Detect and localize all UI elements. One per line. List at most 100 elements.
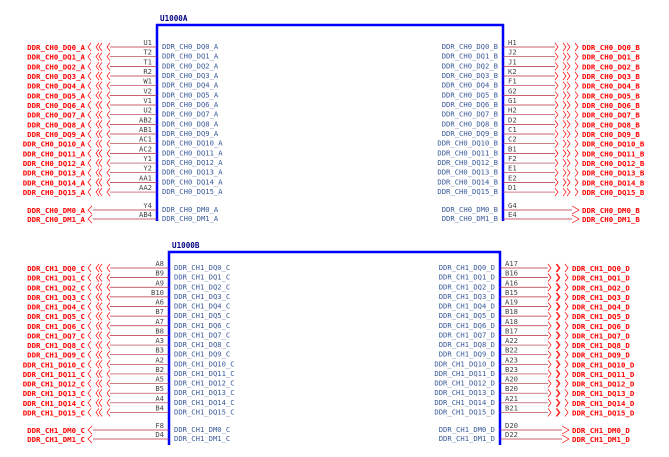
net-label[interactable]: DDR_CH0_DQ5_B xyxy=(582,91,640,100)
net-label[interactable]: DDR_CH0_DQ8_B xyxy=(582,120,640,129)
net-label[interactable]: DDR_CH1_DM1_D xyxy=(572,435,630,444)
net-label[interactable]: DDR_CH0_DQ6_B xyxy=(582,101,640,110)
net-label[interactable]: DDR_CH1_DM0_C xyxy=(27,426,85,435)
pin-number: A9 xyxy=(155,278,164,287)
net-label[interactable]: DDR_CH0_DQ9_A xyxy=(27,130,85,139)
net-label[interactable]: DDR_CH0_DQ9_B xyxy=(582,130,640,139)
off-page-connector-icon xyxy=(98,388,111,398)
pin-name: DDR_CH0_DQ13_B xyxy=(437,168,498,177)
net-label[interactable]: DDR_CH0_DQ15_A xyxy=(23,188,86,197)
net-label[interactable]: DDR_CH0_DM1_A xyxy=(27,215,85,224)
net-label[interactable]: DDR_CH0_DQ8_A xyxy=(27,120,85,129)
net-label[interactable]: DDR_CH1_DQ4_C xyxy=(27,303,85,312)
net-label[interactable]: DDR_CH0_DQ2_B xyxy=(582,62,640,71)
net-label[interactable]: DDR_CH1_DQ10_C xyxy=(23,360,85,369)
off-page-connector-icon xyxy=(87,178,100,187)
net-label[interactable]: DDR_CH1_DQ3_D xyxy=(572,293,630,302)
net-label[interactable]: DDR_CH0_DQ14_A xyxy=(23,178,86,187)
off-page-connector-icon xyxy=(87,149,100,158)
pin-name: DDR_CH0_DQ7_B xyxy=(442,110,498,119)
net-label[interactable]: DDR_CH0_DQ12_A xyxy=(23,159,86,168)
net-label[interactable]: DDR_CH1_DQ11_C xyxy=(23,370,85,379)
net-label[interactable]: DDR_CH0_DQ7_B xyxy=(582,111,640,120)
net-label[interactable]: DDR_CH0_DQ11_A xyxy=(23,149,86,158)
net-label[interactable]: DDR_CH0_DQ10_B xyxy=(582,140,645,149)
net-label[interactable]: DDR_CH1_DQ13_D xyxy=(572,389,635,398)
net-label[interactable]: DDR_CH0_DQ4_B xyxy=(582,82,640,91)
net-label[interactable]: DDR_CH0_DQ11_B xyxy=(582,149,645,158)
net-label[interactable]: DDR_CH1_DQ3_C xyxy=(27,293,85,302)
net-label[interactable]: DDR_CH1_DQ1_C xyxy=(27,274,85,283)
pin-name: DDR_CH1_DQ11_C xyxy=(174,369,235,378)
off-page-connector-icon xyxy=(547,340,560,350)
off-page-connector-icon xyxy=(87,62,100,71)
net-label[interactable]: DDR_CH1_DQ1_D xyxy=(572,274,630,283)
off-page-connector-icon xyxy=(566,52,579,61)
net-label[interactable]: DDR_CH0_DQ6_A xyxy=(27,101,85,110)
net-label[interactable]: DDR_CH0_DQ1_B xyxy=(582,53,640,62)
off-page-connector-icon xyxy=(556,311,569,321)
net-label[interactable]: DDR_CH0_DQ1_A xyxy=(27,53,85,62)
off-page-connector-icon xyxy=(98,283,111,292)
pin-name: DDR_CH1_DQ6_D xyxy=(439,321,495,330)
net-label[interactable]: DDR_CH0_DQ15_B xyxy=(582,188,645,197)
net-label[interactable]: DDR_CH0_DQ3_A xyxy=(27,72,85,81)
net-label[interactable]: DDR_CH0_DQ14_B xyxy=(582,178,645,187)
net-label[interactable]: DDR_CH1_DQ5_C xyxy=(27,312,85,321)
off-page-connector-icon xyxy=(554,91,567,100)
net-label[interactable]: DDR_CH1_DQ6_C xyxy=(27,322,85,331)
net-label[interactable]: DDR_CH1_DQ14_C xyxy=(23,399,85,408)
net-label[interactable]: DDR_CH1_DQ8_C xyxy=(27,341,85,350)
off-page-connector-icon xyxy=(554,187,567,197)
net-label[interactable]: DDR_CH1_DQ8_D xyxy=(572,341,630,350)
pin-number: A18 xyxy=(505,317,518,326)
net-label[interactable]: DDR_CH0_DQ0_A xyxy=(27,43,85,52)
net-label[interactable]: DDR_CH1_DQ0_D xyxy=(572,264,630,273)
net-label[interactable]: DDR_CH0_DQ5_A xyxy=(27,91,85,100)
pin-number: F2 xyxy=(508,154,517,163)
net-label[interactable]: DDR_CH0_DM1_B xyxy=(582,215,640,224)
net-label[interactable]: DDR_CH1_DQ9_C xyxy=(27,351,85,360)
port-arrow-icon xyxy=(87,434,93,444)
pin-name: DDR_CH1_DM1_C xyxy=(174,434,230,443)
net-label[interactable]: DDR_CH1_DQ12_C xyxy=(23,380,85,389)
net-label[interactable]: DDR_CH1_DQ2_C xyxy=(27,283,85,292)
net-label[interactable]: DDR_CH1_DQ7_C xyxy=(27,331,85,340)
net-label[interactable]: DDR_CH1_DQ10_D xyxy=(572,360,635,369)
net-label[interactable]: DDR_CH1_DQ13_C xyxy=(23,389,85,398)
off-page-connector-icon xyxy=(98,120,111,129)
net-label[interactable]: DDR_CH1_DQ2_D xyxy=(572,283,630,292)
net-label[interactable]: DDR_CH1_DQ11_D xyxy=(572,370,635,379)
net-label[interactable]: DDR_CH0_DQ2_A xyxy=(27,62,85,71)
net-label[interactable]: DDR_CH1_DQ6_D xyxy=(572,322,630,331)
net-label[interactable]: DDR_CH0_DQ10_A xyxy=(23,140,86,149)
net-label[interactable]: DDR_CH0_DQ13_A xyxy=(23,169,86,178)
net-label[interactable]: DDR_CH1_DQ5_D xyxy=(572,312,630,321)
net-label[interactable]: DDR_CH0_DM0_A xyxy=(27,206,85,215)
pin-number: A22 xyxy=(505,336,518,345)
off-page-connector-icon xyxy=(556,360,569,369)
net-label[interactable]: DDR_CH0_DQ0_B xyxy=(582,43,640,52)
net-label[interactable]: DDR_CH0_DQ13_B xyxy=(582,169,645,178)
net-label[interactable]: DDR_CH0_DQ4_A xyxy=(27,82,85,91)
net-label[interactable]: DDR_CH1_DQ15_C xyxy=(23,408,85,417)
net-label[interactable]: DDR_CH1_DQ15_D xyxy=(572,408,635,417)
net-label[interactable]: DDR_CH1_DM1_C xyxy=(27,435,85,444)
net-label[interactable]: DDR_CH1_DQ9_D xyxy=(572,351,630,360)
net-label[interactable]: DDR_CH1_DQ0_C xyxy=(27,264,85,273)
net-label[interactable]: DDR_CH1_DQ12_D xyxy=(572,380,635,389)
off-page-connector-icon xyxy=(556,273,569,282)
net-label[interactable]: DDR_CH0_DQ7_A xyxy=(27,111,85,120)
pin-number: AB4 xyxy=(139,210,152,219)
pin-name: DDR_CH0_DQ0_B xyxy=(442,42,498,51)
off-page-connector-icon xyxy=(87,311,100,321)
net-label[interactable]: DDR_CH1_DM0_D xyxy=(572,426,630,435)
net-label[interactable]: DDR_CH0_DM0_B xyxy=(582,206,640,215)
net-label[interactable]: DDR_CH0_DQ3_B xyxy=(582,72,640,81)
pin-name: DDR_CH1_DQ4_D xyxy=(439,302,495,311)
net-label[interactable]: DDR_CH1_DQ7_D xyxy=(572,331,630,340)
net-label[interactable]: DDR_CH1_DQ14_D xyxy=(572,399,635,408)
net-label[interactable]: DDR_CH1_DQ4_D xyxy=(572,303,630,312)
pin-number: B8 xyxy=(155,326,164,335)
net-label[interactable]: DDR_CH0_DQ12_B xyxy=(582,159,645,168)
